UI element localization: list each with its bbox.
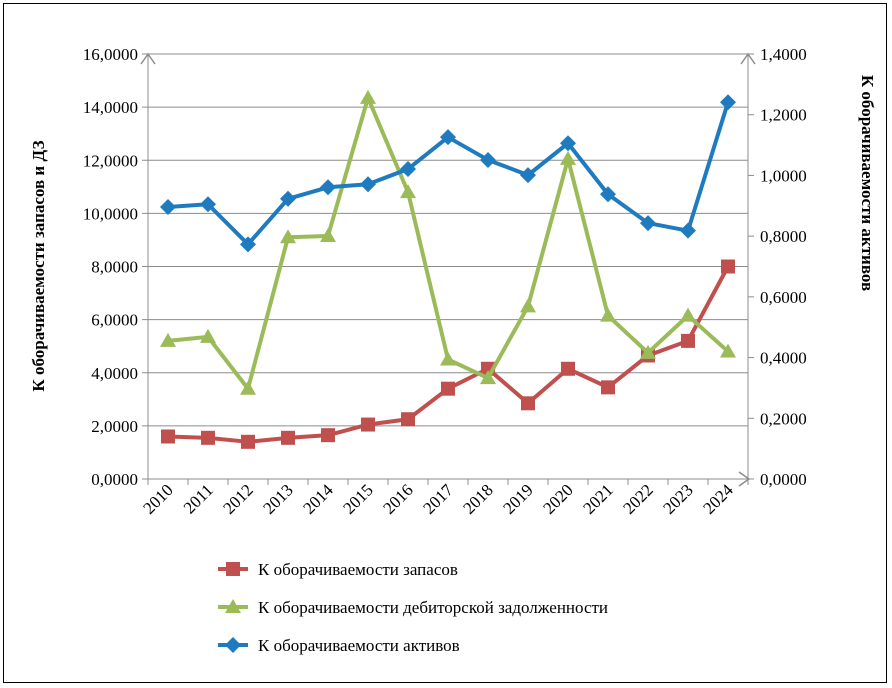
left-axis-ticks: 0,0000 2,0000 4,0000 6,0000 8,0000 10,0000 12,…: [83, 45, 148, 489]
left-tick-label: 4,0000: [91, 364, 138, 383]
data-point: [440, 351, 456, 366]
legend-item: К оборачиваемости запасов: [218, 560, 458, 579]
right-axis-ticks: 0,0000 0,2000 0,4000 0,6000 0,8000 1,0000 1,20…: [748, 45, 807, 489]
left-tick-label: 14,0000: [83, 98, 138, 117]
legend: К оборачиваемости запасов К оборачиваемос…: [218, 560, 608, 655]
left-tick-label: 12,0000: [83, 151, 138, 170]
legend-item: К оборачиваемости активов: [218, 636, 460, 655]
data-point: [160, 199, 176, 215]
series-3: [160, 94, 736, 253]
y-axis-left-title: К оборачиваемости запасов и ДЗ: [29, 140, 48, 391]
x-tick-label: 2021: [579, 480, 616, 517]
data-point: [720, 343, 736, 358]
data-point: [721, 259, 735, 274]
x-tick-label: 2022: [619, 480, 656, 517]
data-point: [361, 417, 375, 432]
x-tick-label: 2015: [339, 480, 376, 517]
left-tick-label: 8,0000: [91, 258, 138, 277]
data-point: [680, 222, 696, 239]
data-point: [320, 227, 336, 242]
data-point: [360, 89, 376, 104]
legend-label: К оборачиваемости активов: [258, 636, 460, 655]
grid-lines: [148, 53, 748, 427]
x-tick-label: 2023: [659, 480, 696, 517]
x-tick-label: 2016: [379, 480, 416, 517]
x-tick-label: 2017: [419, 480, 457, 518]
data-point: [560, 150, 576, 165]
data-point: [521, 396, 535, 411]
legend-label: К оборачиваемости дебиторской задолженно…: [258, 598, 608, 617]
data-point: [320, 179, 336, 196]
legend-swatch-marker: [225, 637, 241, 653]
data-point: [680, 307, 696, 322]
data-point: [640, 215, 656, 232]
legend-swatch-marker: [226, 562, 240, 576]
right-tick-label: 0,8000: [760, 227, 807, 246]
x-tick-label: 2010: [139, 480, 176, 517]
data-point: [321, 428, 335, 443]
right-tick-label: 0,0000: [760, 470, 807, 489]
series-group: [160, 89, 736, 449]
x-tick-label: 2019: [499, 480, 536, 517]
data-point: [561, 361, 575, 376]
data-point: [600, 307, 616, 322]
data-point: [520, 298, 536, 313]
right-tick-label: 1,0000: [760, 166, 807, 185]
data-point: [200, 196, 216, 213]
x-tick-label: 2013: [259, 480, 296, 517]
data-point: [281, 430, 295, 445]
x-tick-label: 2012: [219, 480, 256, 517]
data-point: [280, 229, 296, 244]
right-tick-label: 1,2000: [760, 106, 807, 125]
left-tick-label: 2,0000: [91, 417, 138, 436]
data-point: [401, 412, 415, 427]
data-point: [280, 190, 296, 207]
data-point: [160, 332, 176, 347]
x-tick-label: 2020: [539, 480, 576, 517]
left-tick-label: 0,0000: [91, 470, 138, 489]
x-tick-label: 2014: [299, 480, 337, 518]
data-point: [441, 381, 455, 396]
right-tick-label: 1,4000: [760, 45, 807, 64]
x-tick-label: 2024: [699, 480, 737, 518]
left-tick-label: 6,0000: [91, 311, 138, 330]
data-point: [681, 333, 695, 348]
data-point: [640, 344, 656, 359]
series-2: [160, 89, 736, 395]
data-point: [241, 434, 255, 449]
legend-label: К оборачиваемости запасов: [258, 560, 458, 579]
right-tick-label: 0,2000: [760, 409, 807, 428]
x-tick-label: 2011: [180, 480, 217, 517]
y-axis-right-title: К оборачиваемости активов: [858, 75, 877, 291]
data-point: [600, 186, 616, 203]
data-point: [480, 370, 496, 385]
x-axis-ticks: 2010 2011 2012 2013 2014 2015 2016 2017 2018 2019…: [139, 479, 749, 518]
left-tick-label: 16,0000: [83, 45, 138, 64]
data-point: [200, 328, 216, 343]
data-point: [400, 161, 416, 178]
legend-item: К оборачиваемости дебиторской задолженно…: [218, 598, 608, 617]
data-point: [560, 135, 576, 152]
data-point: [440, 129, 456, 146]
data-point: [360, 176, 376, 193]
data-point: [720, 94, 736, 111]
data-point: [161, 429, 175, 444]
right-tick-label: 0,4000: [760, 349, 807, 368]
data-point: [240, 380, 256, 395]
data-point: [201, 430, 215, 445]
data-point: [240, 236, 256, 253]
left-tick-label: 10,0000: [83, 204, 138, 223]
data-point: [520, 167, 536, 184]
right-tick-label: 0,6000: [760, 288, 807, 307]
axes: [140, 52, 756, 487]
data-point: [400, 184, 416, 199]
x-tick-label: 2018: [459, 480, 496, 517]
data-point: [480, 151, 496, 168]
legend-swatch-marker: [225, 599, 241, 613]
data-point: [601, 380, 615, 395]
